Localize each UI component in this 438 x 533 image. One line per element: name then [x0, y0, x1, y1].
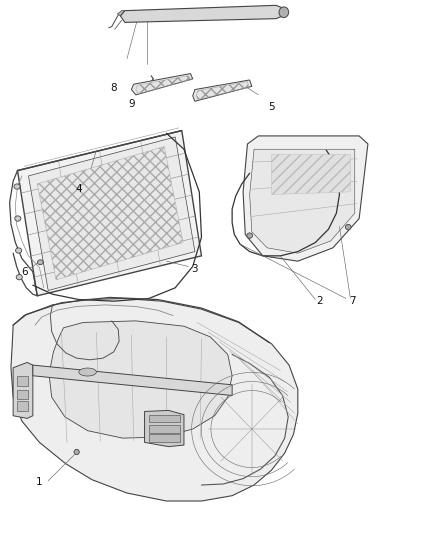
Polygon shape	[11, 298, 298, 501]
Text: 6: 6	[21, 267, 28, 277]
Text: 9: 9	[128, 99, 135, 109]
Polygon shape	[13, 362, 33, 418]
Polygon shape	[17, 376, 28, 386]
Polygon shape	[117, 11, 125, 16]
Polygon shape	[145, 410, 184, 447]
Ellipse shape	[14, 184, 20, 189]
Polygon shape	[49, 321, 232, 438]
Polygon shape	[243, 136, 368, 261]
Polygon shape	[120, 5, 287, 22]
Text: 1: 1	[36, 478, 43, 487]
Ellipse shape	[247, 233, 252, 238]
Ellipse shape	[37, 260, 43, 265]
Polygon shape	[193, 80, 252, 101]
Polygon shape	[17, 390, 28, 399]
Polygon shape	[17, 401, 28, 411]
Polygon shape	[149, 434, 180, 442]
Text: 5: 5	[268, 102, 275, 111]
Polygon shape	[149, 425, 180, 433]
Polygon shape	[33, 365, 232, 395]
Polygon shape	[131, 74, 193, 95]
Ellipse shape	[346, 224, 351, 230]
Polygon shape	[250, 149, 355, 253]
Polygon shape	[28, 137, 195, 290]
Polygon shape	[272, 155, 350, 195]
Ellipse shape	[79, 368, 96, 376]
Ellipse shape	[15, 216, 21, 221]
Text: 8: 8	[110, 83, 117, 93]
Text: 7: 7	[349, 296, 356, 306]
Polygon shape	[18, 131, 201, 296]
Ellipse shape	[279, 7, 289, 18]
Ellipse shape	[15, 248, 21, 253]
Ellipse shape	[16, 274, 22, 280]
Ellipse shape	[74, 449, 79, 455]
Text: 4: 4	[75, 184, 82, 194]
Text: 2: 2	[316, 296, 323, 305]
Text: 3: 3	[191, 264, 198, 273]
Polygon shape	[149, 415, 180, 422]
Polygon shape	[37, 147, 183, 280]
